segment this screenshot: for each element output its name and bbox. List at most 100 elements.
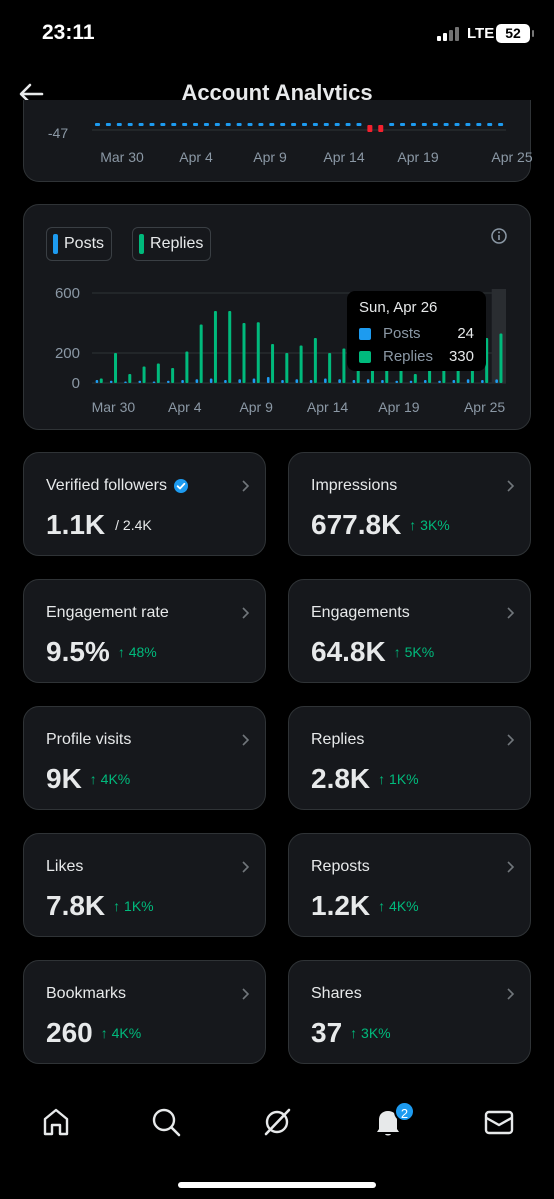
follower-bar [247, 123, 253, 126]
replies-bar [385, 368, 389, 383]
chevron-right-icon [242, 480, 250, 492]
follower-bar [498, 123, 504, 126]
posts-bar [224, 380, 227, 383]
x-tick-label: Apr 4 [179, 149, 213, 165]
posts-bar [438, 380, 441, 383]
legend-replies[interactable]: Replies [132, 227, 212, 261]
follower-bar [410, 123, 416, 126]
status-time: 23:11 [42, 21, 95, 44]
metric-reposts[interactable]: Reposts 1.2K ↑ 4K% [288, 833, 531, 937]
chart-legend: Posts Replies [46, 227, 212, 261]
metric-label: Impressions [311, 477, 398, 494]
follower-bar [214, 123, 220, 126]
metric-engagements[interactable]: Engagements 64.8K ↑ 5K% [288, 579, 531, 683]
posts-replies-chart: Mar 30 Apr 4 Apr 9 Apr 14 Apr 19 Apr 25 600 20… [55, 285, 506, 415]
x-tick-label: Apr 9 [239, 399, 273, 415]
metric-value-wrap: 37 ↑ 3K% [311, 1017, 391, 1049]
network-label: LTE [467, 25, 495, 42]
legend-posts[interactable]: Posts [46, 227, 113, 261]
grok-icon[interactable] [259, 1104, 295, 1140]
replies-bar [185, 351, 189, 383]
follower-bar [421, 123, 427, 126]
home-indicator [178, 1182, 376, 1188]
metric-value-wrap: 677.8K ↑ 3K% [311, 509, 450, 541]
metric-delta: ↑ 5K% [393, 644, 435, 660]
posts-bar [395, 380, 399, 383]
metric-value-wrap: 2.8K ↑ 1K% [311, 763, 419, 795]
chevron-right-icon [242, 607, 250, 619]
follower-bar [454, 123, 460, 126]
metric-bookmarks[interactable]: Bookmarks 260 ↑ 4K% [23, 960, 266, 1064]
metric-replies[interactable]: Replies 2.8K ↑ 1K% [288, 706, 531, 810]
chevron-right-icon [507, 988, 515, 1000]
metric-value-wrap: 9K ↑ 4K% [46, 763, 130, 795]
follower-bar [400, 123, 406, 126]
posts-bar [181, 380, 184, 383]
follower-bar [312, 123, 318, 126]
metric-value-wrap: 7.8K ↑ 1K% [46, 890, 154, 922]
metric-label: Verified followers [46, 477, 167, 494]
metric-label-wrap: Verified followers [46, 477, 189, 495]
replies-bar [199, 324, 203, 383]
follower-bar [389, 123, 395, 126]
posts-bar [152, 381, 156, 383]
top-chart-bars [95, 123, 504, 132]
info-icon[interactable] [490, 227, 508, 245]
replies-bar [242, 323, 246, 383]
bell-icon[interactable] [370, 1104, 406, 1140]
metric-label: Likes [46, 858, 84, 875]
metric-label: Bookmarks [46, 985, 127, 1002]
metric-likes[interactable]: Likes 7.8K ↑ 1K% [23, 833, 266, 937]
chevron-right-icon [242, 861, 250, 873]
metric-delta: ↑ 1K% [378, 771, 419, 787]
follower-bar [302, 123, 307, 126]
verified-badge-icon [173, 479, 188, 493]
y-tick-label: 0 [72, 375, 80, 392]
replies-bar [313, 338, 317, 383]
follower-bar [236, 123, 242, 126]
x-tick-label: Apr 9 [253, 149, 287, 165]
x-tick-label: Apr 25 [464, 399, 505, 415]
follower-bar [95, 123, 100, 126]
posts-swatch [53, 234, 58, 254]
metric-value: 260 [46, 1017, 93, 1048]
tooltip-replies-label: Replies [383, 348, 434, 365]
replies-bar [156, 363, 160, 383]
posts-bar [452, 380, 456, 383]
follower-bar [160, 123, 166, 126]
posts-bar [209, 378, 213, 383]
tooltip-replies-swatch [359, 350, 371, 363]
tooltip-posts-row: Posts 24 [359, 322, 474, 345]
metric-verified-followers[interactable]: Verified followers 1.1K / 2.4K [23, 452, 266, 556]
metric-sub: / 2.4K [115, 517, 152, 533]
tooltip-posts-swatch [359, 327, 371, 340]
metric-engagement-rate[interactable]: Engagement rate 9.5% ↑ 48% [23, 579, 266, 683]
tooltip-date: Sun, Apr 26 [359, 299, 438, 316]
follower-bar [476, 123, 482, 126]
home-icon[interactable] [38, 1104, 74, 1140]
metric-shares[interactable]: Shares 37 ↑ 3K% [288, 960, 531, 1064]
x-tick-label: Apr 19 [378, 399, 419, 415]
mail-icon[interactable] [481, 1104, 517, 1140]
y-tick-label: 600 [55, 285, 80, 302]
metric-impressions[interactable]: Impressions 677.8K ↑ 3K% [288, 452, 531, 556]
signal-icon [437, 27, 463, 41]
follower-bar [443, 123, 449, 126]
posts-bar [352, 380, 356, 383]
follower-bar [323, 123, 329, 126]
follower-bar [149, 123, 155, 126]
status-bar: 23:11 LTE 52 [0, 0, 554, 66]
posts-bar [366, 379, 370, 383]
chevron-right-icon [507, 480, 515, 492]
metric-value: 7.8K [46, 890, 106, 921]
follower-bar [105, 123, 111, 126]
bottom-tab-bar: 2 [0, 1090, 554, 1199]
follower-bar [487, 123, 493, 126]
metric-profile-visits[interactable]: Profile visits 9K ↑ 4K% [23, 706, 266, 810]
metric-delta: ↑ 4K% [100, 1025, 142, 1041]
search-icon[interactable] [148, 1104, 184, 1140]
posts-bar [495, 379, 498, 383]
replies-swatch [139, 234, 145, 254]
metric-value: 37 [311, 1017, 343, 1048]
metric-label: Reposts [311, 858, 370, 875]
